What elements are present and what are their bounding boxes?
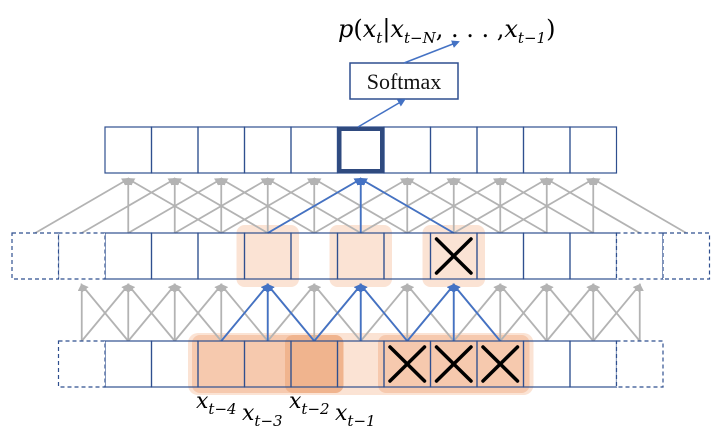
- middle-shade-5: [329, 225, 392, 287]
- softmax-label: Softmax: [367, 69, 442, 94]
- connection-arrows: [34, 177, 687, 342]
- active-bot-to-mid-3--1: [220, 283, 270, 342]
- masked-cells: [388, 237, 520, 383]
- active-bot-to-mid-7-1: [452, 283, 501, 342]
- top-cell-2: [197, 126, 246, 174]
- middle-cell-10: [569, 232, 618, 280]
- middle-pad-right-1: [615, 232, 664, 280]
- active-mid-to-top-7: [359, 177, 455, 234]
- middle-cell-1: [150, 232, 199, 280]
- top-cell-8: [476, 126, 525, 174]
- top-cell-10: [569, 126, 618, 174]
- active-bot-to-mid-3-1: [266, 283, 315, 342]
- bot-to-mid-arrow-10--1: [546, 283, 595, 342]
- middle-mask-line-b-7: [434, 237, 473, 275]
- softmax-box: [349, 62, 459, 100]
- bot-to-mid-arrow-2--1: [174, 283, 223, 342]
- mid-to-top-arrow-0--2: [34, 177, 130, 234]
- bottom-shade-dark-4: [285, 335, 344, 393]
- top-highlight-cell: [337, 127, 384, 173]
- middle-cell-9: [522, 232, 571, 280]
- bottom-cell-0: [104, 340, 153, 388]
- input-label-t-4: xt−4: [196, 389, 237, 418]
- top-cell-9: [522, 126, 571, 174]
- middle-pad-left-1: [57, 232, 106, 280]
- mid-to-top-arrow-9--2: [453, 177, 549, 234]
- middle-pad-left-2: [11, 232, 60, 280]
- input-label-t-2: xt−2: [289, 389, 330, 418]
- middle-shade-3: [236, 225, 299, 287]
- input-label-t-3: xt−3: [242, 401, 283, 430]
- top-cell-1: [150, 126, 199, 174]
- bottom-mask-line-b-8: [481, 345, 520, 383]
- mid-to-top-arrow-8--2: [406, 177, 502, 234]
- top-cell-5: [336, 126, 385, 174]
- bot-to-mid-arrow-11--1: [592, 283, 642, 342]
- middle-cell-0: [104, 232, 153, 280]
- softmax-to-output-arrow: [403, 40, 460, 64]
- active-bot-to-mid-5-1: [359, 283, 408, 342]
- top-cell-0: [104, 126, 153, 174]
- softmax-block: Softmax: [349, 62, 459, 100]
- output-probability-label: p(xt|xt−N, . . . ,xt−1): [338, 15, 555, 47]
- top-cell-6: [383, 126, 432, 174]
- bottom-pad-left-1: [57, 340, 106, 388]
- top-cell-7: [429, 126, 478, 174]
- bottom-pad-right-1: [615, 340, 664, 388]
- bottom-mask-line-b-7: [434, 345, 473, 383]
- top-cell-3: [243, 126, 292, 174]
- top-cell-4: [290, 126, 339, 174]
- active-mid-to-top-3: [267, 177, 363, 234]
- bottom-cell-10: [569, 340, 618, 388]
- top-to-softmax-arrow: [357, 98, 406, 128]
- active-bot-to-mid-5--1: [313, 283, 363, 342]
- bot-to-mid-arrow-9--1: [499, 283, 549, 342]
- active-bot-to-mid-7--1: [406, 283, 456, 342]
- mid-to-top-arrow-10--2: [499, 177, 595, 234]
- mid-to-top-arrow-10-2: [591, 177, 687, 234]
- bot-to-mid-arrow-1--1: [127, 283, 177, 342]
- input-labels: xt−4 xt−3 xt−2 xt−1: [196, 389, 376, 430]
- bot-to-mid-arrow-0--1: [81, 283, 130, 342]
- mid-to-top-arrow-2--2: [127, 177, 223, 234]
- input-label-t-1: xt−1: [335, 401, 376, 430]
- bottom-mask-line-b-6: [388, 345, 427, 383]
- mid-to-top-arrow-1--2: [81, 177, 177, 234]
- middle-pad-right-2: [662, 232, 711, 280]
- mid-to-top-arrow-4--2: [220, 177, 316, 234]
- mid-to-top-arrow-3--2: [174, 177, 270, 234]
- layer-cells: [11, 126, 711, 388]
